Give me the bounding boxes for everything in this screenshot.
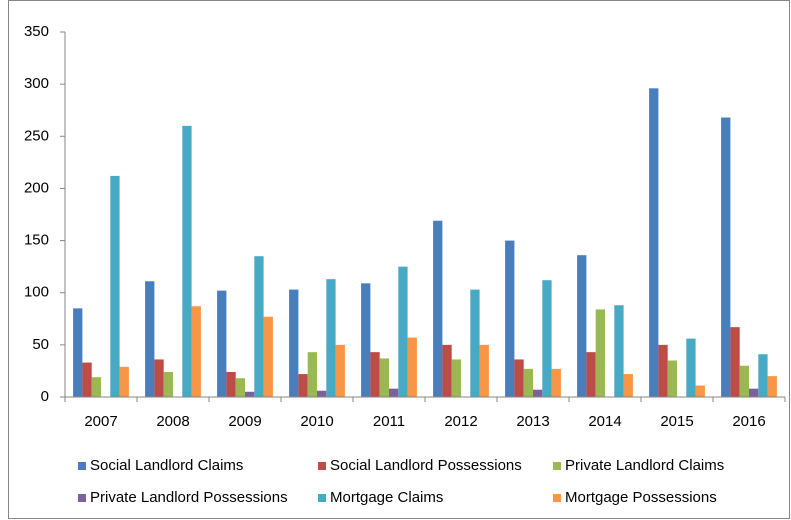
x-tick-label: 2009 xyxy=(228,413,261,430)
bar xyxy=(767,376,777,397)
bar xyxy=(649,88,659,398)
bar xyxy=(82,362,92,397)
bar xyxy=(749,388,759,397)
x-tick-label: 2016 xyxy=(732,413,765,430)
bar xyxy=(217,290,227,397)
bar xyxy=(389,388,399,397)
y-tick-label: 250 xyxy=(24,127,49,144)
legend-swatch xyxy=(553,462,561,470)
y-tick-label: 100 xyxy=(24,284,49,301)
bar xyxy=(307,352,317,397)
bar xyxy=(145,281,155,397)
bar xyxy=(182,125,192,397)
bar xyxy=(433,220,443,397)
y-tick-label: 50 xyxy=(32,336,49,353)
bar xyxy=(226,371,236,397)
x-tick-label: 2012 xyxy=(444,413,477,430)
legend-swatch xyxy=(318,494,326,502)
bar xyxy=(370,352,380,397)
bar xyxy=(289,289,299,397)
bar xyxy=(721,117,731,397)
bar xyxy=(442,344,452,397)
bar xyxy=(614,305,624,397)
bar xyxy=(479,344,489,397)
legend-label: Mortgage Claims xyxy=(330,489,443,506)
bar xyxy=(739,365,749,397)
y-tick-label: 300 xyxy=(24,75,49,92)
bar xyxy=(533,389,543,397)
bar xyxy=(245,391,255,397)
y-tick-label: 200 xyxy=(24,179,49,196)
bar xyxy=(695,385,705,397)
bar xyxy=(110,175,120,397)
legend-swatch xyxy=(78,494,86,502)
bar xyxy=(119,366,129,397)
bar xyxy=(514,359,524,397)
bar xyxy=(586,352,596,397)
bar xyxy=(407,337,417,397)
bar xyxy=(523,368,533,397)
bar xyxy=(577,255,587,397)
bar xyxy=(235,378,245,397)
bar xyxy=(91,377,101,397)
bar xyxy=(451,359,461,397)
legend-swatch xyxy=(553,494,561,502)
y-tick-label: 0 xyxy=(41,388,49,405)
y-tick-label: 350 xyxy=(24,23,49,40)
bar xyxy=(335,344,345,397)
bar xyxy=(379,358,389,397)
legend-label: Mortgage Possessions xyxy=(565,489,717,506)
bar xyxy=(551,368,561,397)
bar xyxy=(326,279,336,397)
x-tick-label: 2013 xyxy=(516,413,549,430)
bar xyxy=(505,240,515,397)
legend-swatch xyxy=(318,462,326,470)
bar xyxy=(154,359,164,397)
bar xyxy=(730,327,740,397)
bar xyxy=(317,390,327,397)
bar xyxy=(623,374,633,397)
bar xyxy=(658,344,668,397)
bar xyxy=(758,354,768,397)
bar xyxy=(163,371,173,397)
bar xyxy=(263,316,273,397)
x-tick-label: 2014 xyxy=(588,413,621,430)
bar xyxy=(595,309,605,397)
legend-label: Private Landlord Possessions xyxy=(90,489,288,506)
bar xyxy=(667,360,677,397)
bar xyxy=(254,256,264,397)
legend-swatch xyxy=(78,462,86,470)
x-tick-label: 2007 xyxy=(84,413,117,430)
bar xyxy=(542,280,552,397)
bar xyxy=(398,266,408,397)
bar xyxy=(470,289,480,397)
bar xyxy=(361,283,371,397)
chart-frame xyxy=(8,0,790,519)
legend-label: Social Landlord Possessions xyxy=(330,457,522,474)
y-tick-label: 150 xyxy=(24,232,49,249)
x-tick-label: 2015 xyxy=(660,413,693,430)
bar xyxy=(73,308,83,397)
bar xyxy=(298,374,308,397)
bar xyxy=(191,306,201,397)
x-tick-label: 2011 xyxy=(373,413,405,430)
legend-label: Social Landlord Claims xyxy=(90,457,243,474)
legend-label: Private Landlord Claims xyxy=(565,457,724,474)
x-tick-label: 2010 xyxy=(300,413,333,430)
x-tick-label: 2008 xyxy=(156,413,189,430)
bar xyxy=(686,338,696,397)
